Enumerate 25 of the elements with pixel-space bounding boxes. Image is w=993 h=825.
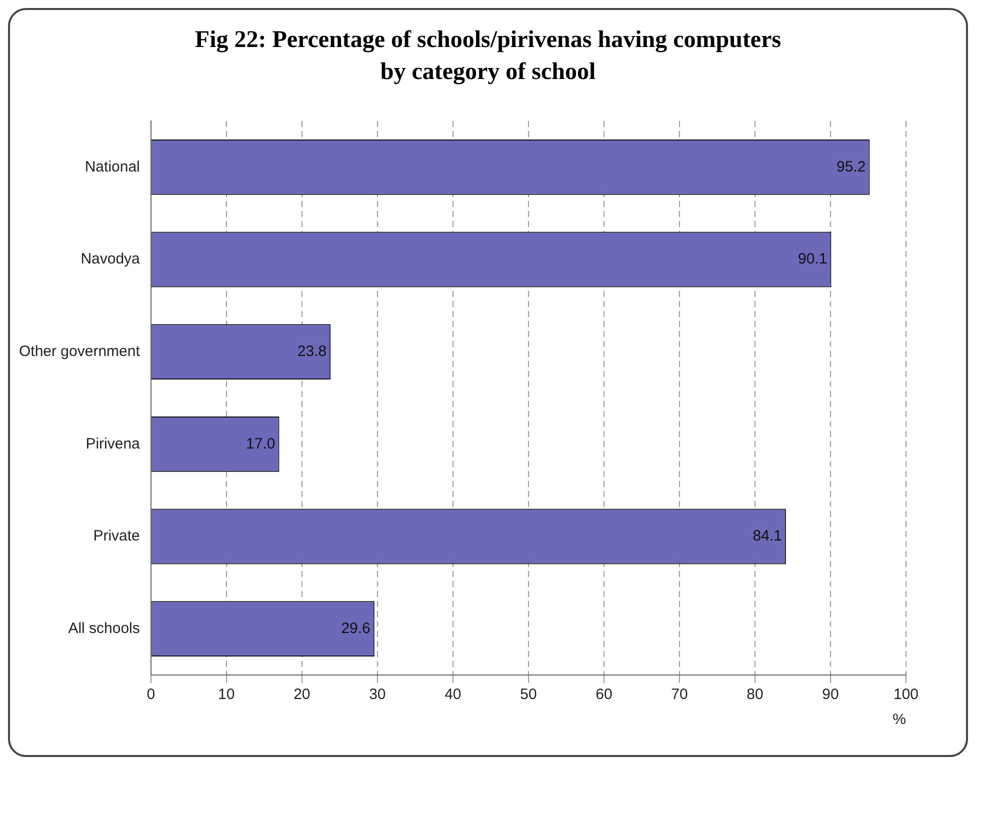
data-label: 90.1: [798, 250, 828, 268]
x-tick-label: 90: [822, 686, 839, 703]
x-axis-title: %: [892, 710, 906, 728]
data-label: 23.8: [297, 342, 327, 360]
x-tick-label: 10: [218, 686, 235, 703]
y-tick-label: National: [84, 158, 140, 176]
x-tick-label: 50: [520, 686, 537, 703]
x-tick-label: 30: [369, 686, 386, 703]
data-label: 84.1: [752, 527, 782, 544]
data-label: 95.2: [836, 158, 866, 176]
x-tick-label: 40: [444, 686, 462, 703]
data-label: 17.0: [246, 435, 276, 452]
x-tick-label: 80: [746, 686, 764, 703]
data-label: 29.6: [341, 620, 370, 637]
y-tick-label: Navodya: [80, 250, 141, 268]
y-tick-label: All schools: [68, 620, 140, 637]
chart-title: Fig 22: Percentage of schools/pirivenas having computers by category of school: [194, 26, 782, 88]
x-tick-label: 100: [893, 686, 919, 703]
y-tick-label: Private: [93, 527, 140, 544]
x-tick-label: 70: [671, 686, 688, 703]
y-tick-label: Pirivena: [86, 435, 141, 452]
x-tick-label: 60: [596, 686, 612, 703]
x-tick-label: 0: [146, 686, 156, 703]
y-tick-label: Other government: [18, 342, 141, 360]
x-tick-label: 20: [294, 686, 310, 703]
